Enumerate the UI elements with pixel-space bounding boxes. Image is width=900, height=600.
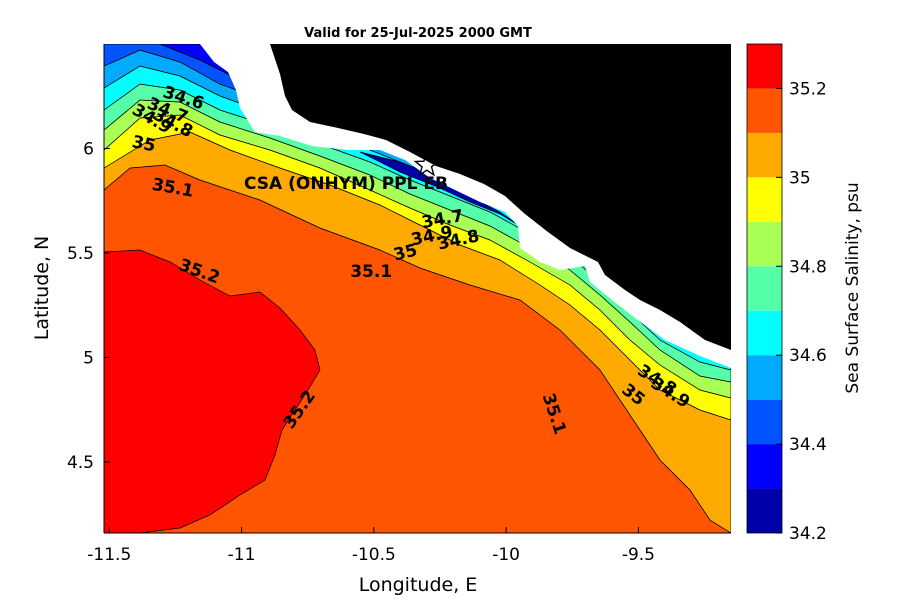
x-tick-label: -10 (492, 545, 520, 565)
y-tick-label: 5.5 (67, 244, 94, 264)
colorbar-level-block (747, 132, 782, 178)
colorbar-tick-label: 34.6 (789, 346, 827, 366)
colorbar-tick-label: 34.8 (789, 257, 827, 277)
y-tick-label: 6 (83, 139, 94, 159)
colorbar-level-block (747, 44, 782, 89)
station-marker: CSA (ONHYM) PPL EB (244, 151, 448, 194)
fill-level-35-2 (104, 249, 321, 533)
axes: -11.5 -11 -10.5 -10 -9.5 4.5 5 5.5 6 (67, 44, 731, 565)
colorbar-level-block (747, 88, 782, 133)
x-tick-label: -9.5 (622, 545, 655, 565)
colorbar-level-block (747, 266, 782, 311)
y-ticks: 4.5 5 5.5 6 (67, 139, 110, 473)
x-axis-label: Longitude, E (359, 574, 478, 596)
colorbar-blocks (747, 44, 782, 533)
station-label: CSA (ONHYM) PPL EB (244, 174, 448, 194)
plot-area (104, 44, 731, 533)
colorbar-frame (746, 43, 783, 534)
colorbar-tick-label: 34.4 (789, 435, 827, 455)
colorbar-ticks: 34.2 34.4 34.6 34.8 35 35.2 (776, 79, 827, 544)
colorbar-tick-label: 35.2 (789, 79, 827, 99)
land-mass (270, 44, 731, 350)
contour-label: 35 (130, 132, 157, 156)
colorbar-level-block (747, 221, 782, 267)
colorbar: 34.2 34.4 34.6 34.8 35 35.2 Sea Surface Salin… (746, 43, 863, 544)
y-tick-label: 4.5 (67, 453, 94, 473)
x-tick-label: -11 (228, 545, 256, 565)
x-ticks: -11.5 -11 -10.5 -10 -9.5 (87, 527, 655, 565)
colorbar-level-block (747, 310, 782, 356)
colorbar-level-block (747, 177, 782, 222)
y-tick-label: 5 (83, 348, 94, 368)
colorbar-level-block (747, 399, 782, 445)
x-tick-label: -11.5 (87, 545, 131, 565)
colorbar-tick-label: 34.2 (789, 524, 827, 544)
contour-label: 35.1 (350, 262, 392, 282)
colorbar-level-block (747, 355, 782, 400)
chart-title: Valid for 25-Jul-2025 2000 GMT (304, 26, 532, 41)
x-tick-label: -10.5 (352, 545, 396, 565)
y-axis-label: Latitude, N (31, 236, 53, 341)
colorbar-level-block (747, 444, 782, 489)
colorbar-level-block (747, 488, 782, 533)
colorbar-label: Sea Surface Salinity, psu (843, 182, 863, 393)
star-icon (413, 151, 441, 177)
colorbar-tick-label: 35 (789, 168, 811, 188)
